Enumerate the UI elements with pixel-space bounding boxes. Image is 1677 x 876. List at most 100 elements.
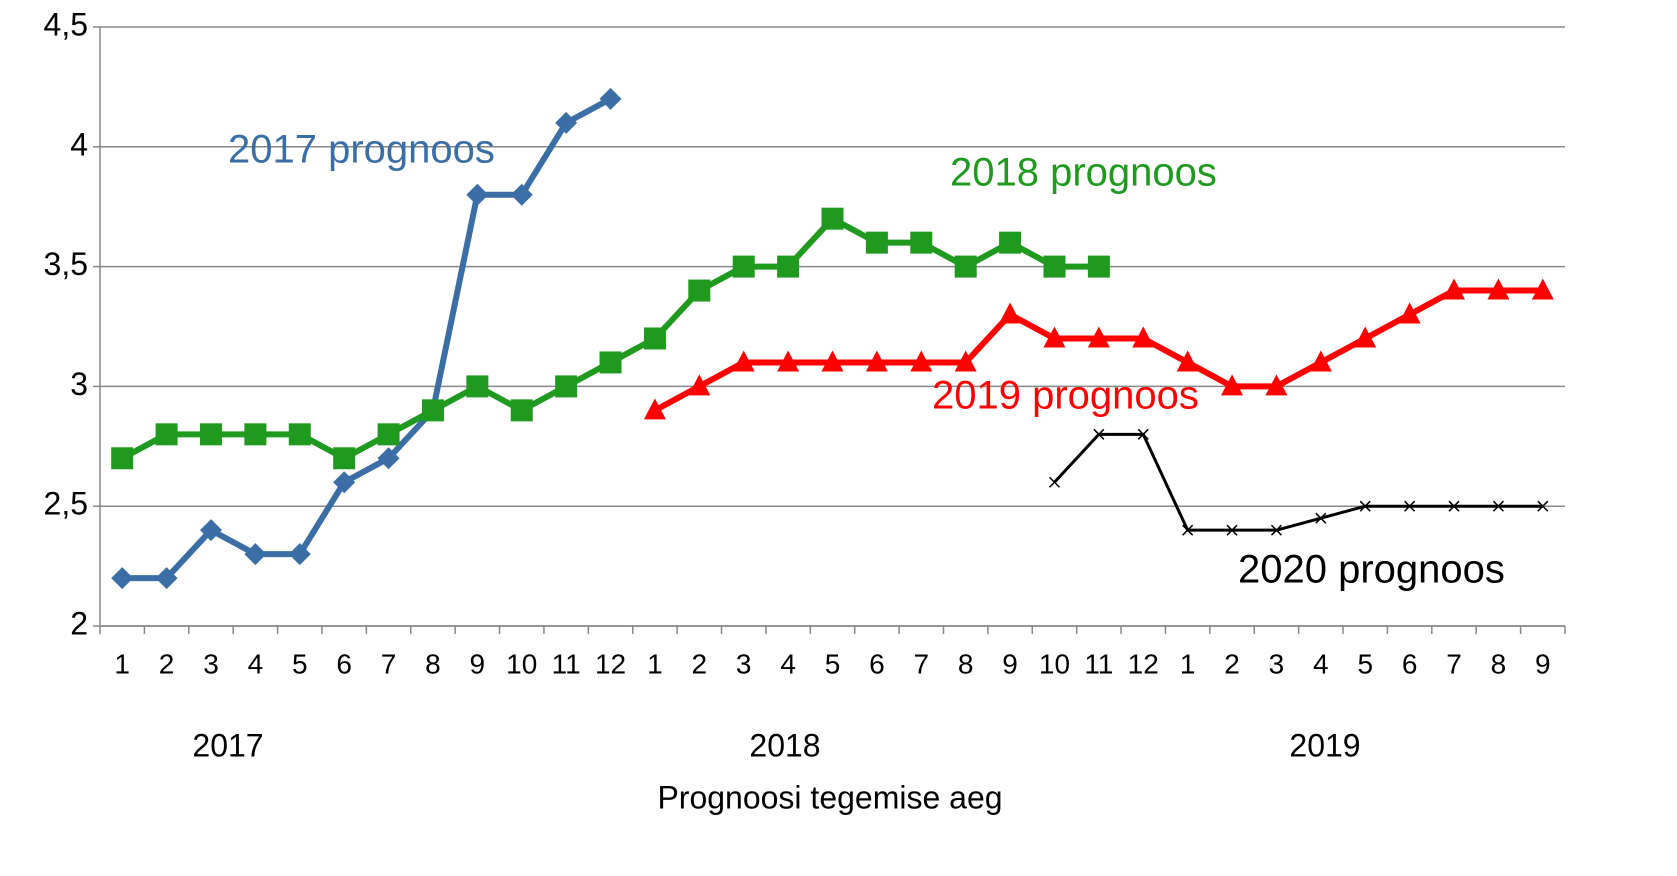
x-tick-label: 1 [647, 648, 663, 679]
x-tick-label: 3 [736, 648, 752, 679]
marker [1226, 524, 1238, 536]
x-tick-label: 1 [114, 648, 130, 679]
series-line [1053, 432, 1543, 532]
marker [777, 350, 800, 372]
marker [1043, 326, 1066, 348]
group-label: 2017 [192, 727, 263, 763]
marker [1492, 500, 1504, 512]
x-tick-label: 1 [1180, 648, 1196, 679]
marker [1265, 374, 1288, 396]
x-tick-label: 4 [780, 648, 796, 679]
marker [466, 183, 489, 206]
marker [599, 351, 622, 374]
group-label: 2018 [749, 727, 820, 763]
marker [555, 111, 578, 134]
x-tick-label: 9 [1002, 648, 1018, 679]
marker [1443, 278, 1466, 300]
x-tick-label: 4 [1313, 648, 1329, 679]
marker [1448, 500, 1460, 512]
marker [1093, 428, 1105, 440]
marker [777, 255, 800, 278]
x-tick-label: 9 [470, 648, 486, 679]
x-tick-label: 2 [1224, 648, 1240, 679]
y-tick-label: 4,5 [44, 6, 88, 42]
marker [954, 350, 977, 372]
x-tick-label: 2 [159, 648, 175, 679]
x-tick-label: 8 [425, 648, 441, 679]
marker [555, 375, 578, 398]
x-tick-label: 7 [381, 648, 397, 679]
marker [1137, 428, 1149, 440]
marker [1315, 512, 1327, 524]
series-line [122, 96, 612, 582]
x-tick-label: 9 [1535, 648, 1551, 679]
marker [732, 255, 755, 278]
marker [865, 231, 888, 254]
marker [377, 423, 400, 446]
marker [1087, 326, 1110, 348]
x-tick-label: 6 [1402, 648, 1418, 679]
marker [288, 423, 311, 446]
marker [910, 350, 933, 372]
marker [1404, 500, 1416, 512]
x-tick-label: 4 [248, 648, 264, 679]
x-tick-label: 10 [506, 648, 537, 679]
marker [999, 231, 1022, 254]
marker [688, 279, 711, 302]
marker [1132, 326, 1155, 348]
marker [466, 375, 489, 398]
x-tick-label: 6 [869, 648, 885, 679]
x-tick-label: 11 [552, 648, 581, 679]
marker [510, 183, 533, 206]
marker [333, 471, 356, 494]
x-tick-label: 6 [336, 648, 352, 679]
group-label: 2019 [1289, 727, 1360, 763]
marker [599, 87, 622, 110]
marker [1270, 524, 1282, 536]
series-label: 2017 prognoos [228, 128, 495, 172]
x-tick-label: 3 [203, 648, 219, 679]
x-tick-label: 5 [1357, 648, 1373, 679]
marker [111, 447, 134, 470]
x-tick-label: 8 [958, 648, 974, 679]
marker [1359, 500, 1371, 512]
marker [688, 374, 711, 396]
marker [1087, 255, 1110, 278]
marker [1043, 255, 1066, 278]
marker [1182, 524, 1194, 536]
marker [333, 447, 356, 470]
marker [1221, 374, 1244, 396]
marker [199, 423, 222, 446]
series-label: 2020 prognoos [1238, 548, 1505, 592]
marker [1537, 500, 1549, 512]
series-label: 2018 prognoos [950, 151, 1217, 195]
marker [999, 302, 1022, 324]
marker [821, 207, 844, 230]
marker [732, 350, 755, 372]
marker [1176, 350, 1199, 372]
x-tick-label: 7 [1446, 648, 1462, 679]
marker [1487, 278, 1510, 300]
x-axis-label: Prognoosi tegemise aeg [657, 779, 1002, 815]
x-tick-label: 12 [595, 648, 626, 679]
marker [1531, 278, 1554, 300]
y-tick-label: 2,5 [44, 486, 88, 522]
y-tick-label: 2 [70, 605, 88, 641]
y-tick-label: 4 [70, 126, 88, 162]
marker [1354, 326, 1377, 348]
x-tick-label: 2 [692, 648, 708, 679]
y-tick-label: 3 [70, 366, 88, 402]
marker [643, 398, 666, 420]
x-tick-label: 8 [1491, 648, 1507, 679]
x-tick-label: 3 [1269, 648, 1285, 679]
x-tick-label: 11 [1084, 648, 1113, 679]
marker [910, 231, 933, 254]
marker [155, 567, 178, 590]
marker [244, 543, 267, 566]
x-tick-label: 5 [292, 648, 308, 679]
marker [111, 567, 134, 590]
marker [643, 327, 666, 350]
x-tick-label: 5 [825, 648, 841, 679]
x-tick-label: 12 [1128, 648, 1159, 679]
